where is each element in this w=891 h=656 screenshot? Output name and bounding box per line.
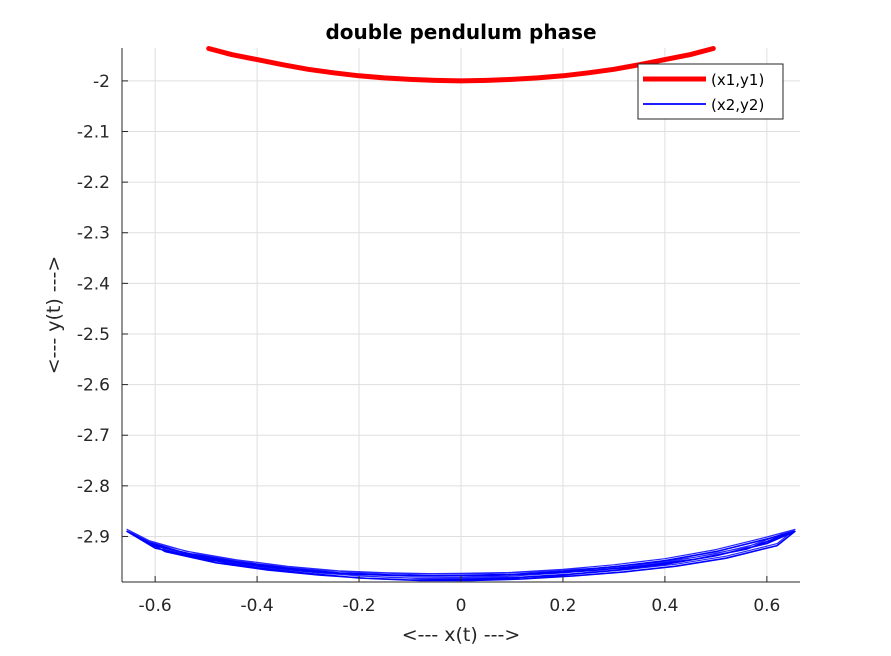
y-tick-label: -2.4 bbox=[77, 274, 110, 294]
chart-title: double pendulum phase bbox=[325, 20, 596, 44]
x-axis-label: <--- x(t) ---> bbox=[402, 624, 521, 646]
y-tick-label: -2 bbox=[93, 72, 110, 92]
x-tick-label: 0.2 bbox=[549, 596, 576, 616]
ticks: -0.6 -0.4 -0.2 0 0.2 0.4 0.6 -2.9 -2.8 -2.7 -2.6 -2… bbox=[77, 72, 781, 616]
y-tick-label: -2.1 bbox=[77, 123, 110, 143]
x-tick-label: -0.2 bbox=[342, 596, 375, 616]
y-axis-label: <--- y(t) ---> bbox=[43, 256, 65, 375]
series-line-0 bbox=[206, 46, 716, 84]
y-tick-label: -2.6 bbox=[77, 376, 110, 396]
series-layer bbox=[126, 46, 796, 582]
y-tick-label: -2.8 bbox=[77, 477, 110, 497]
series-line-1-overlap bbox=[126, 528, 796, 580]
y-tick-label: -2.5 bbox=[77, 325, 110, 345]
y-tick-label: -2.7 bbox=[77, 426, 110, 446]
x-tick-label: 0 bbox=[456, 596, 467, 616]
legend-label-x1y1: (x1,y1) bbox=[711, 71, 764, 89]
x-tick-label: -0.6 bbox=[139, 596, 172, 616]
y-tick-label: -2.3 bbox=[77, 224, 110, 244]
x-tick-label: -0.4 bbox=[241, 596, 274, 616]
x-tick-label: 0.6 bbox=[753, 596, 780, 616]
legend-label-x2y2: (x2,y2) bbox=[711, 96, 764, 114]
y-tick-label: -2.9 bbox=[77, 527, 110, 547]
y-tick-label: -2.2 bbox=[77, 173, 110, 193]
legend: (x1,y1) (x2,y2) bbox=[637, 63, 784, 120]
x-tick-label: 0.4 bbox=[651, 596, 678, 616]
legend-box bbox=[637, 63, 784, 120]
